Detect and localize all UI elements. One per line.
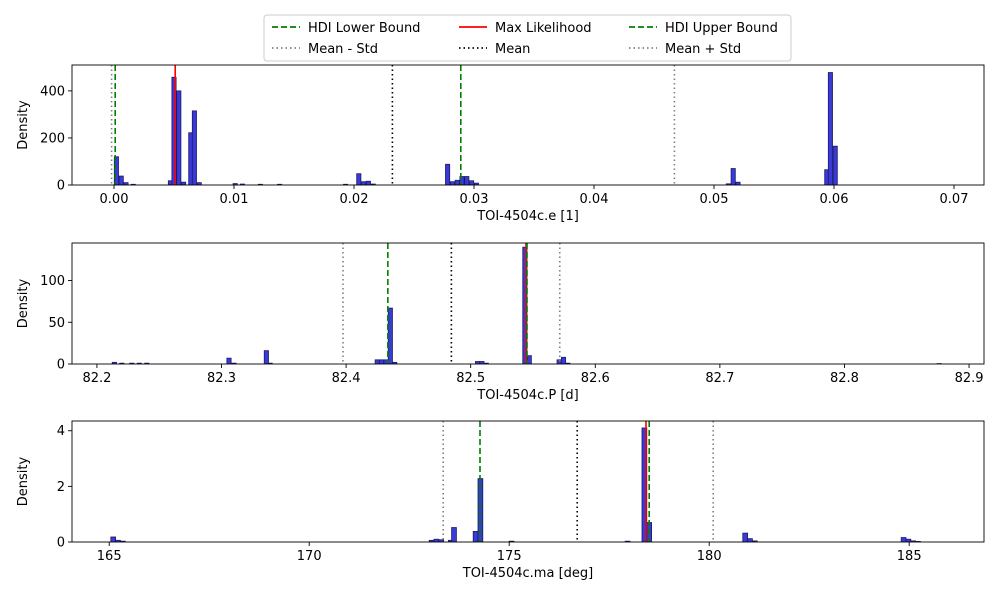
histogram-bar — [379, 359, 385, 364]
x-tick-label: 0.03 — [460, 192, 489, 207]
x-tick-label: 0.07 — [940, 192, 969, 207]
y-axis-label: Density — [16, 278, 31, 328]
x-tick-label: 82.7 — [705, 371, 734, 386]
histogram-bar — [226, 357, 232, 364]
legend-label-mean: Mean — [495, 42, 530, 57]
legend-label-mean-plus-std: Mean + Std — [665, 42, 741, 57]
x-axis-label: TOI-4504c.ma [deg] — [462, 566, 593, 581]
x-tick-label: 82.8 — [830, 371, 859, 386]
y-tick-label: 100 — [40, 274, 65, 289]
y-tick-label: 2 — [57, 480, 65, 495]
x-axis-label: TOI-4504c.P [d] — [476, 388, 578, 403]
legend-label-mean-minus-std: Mean - Std — [308, 42, 378, 57]
x-tick-label: 82.5 — [456, 371, 485, 386]
histogram-bar — [526, 355, 532, 364]
histogram-bar — [522, 246, 528, 364]
histogram-bar — [464, 176, 470, 185]
panel-period: 82.2 82.3 82.4 82.5 82.6 82.7 82.8 82.9 0 50 100 TO… — [16, 242, 985, 403]
histogram-bar — [387, 307, 393, 364]
legend: HDI Lower Bound Max Likelihood HDI Upper… — [263, 14, 792, 62]
histogram-bar — [110, 536, 117, 542]
histogram-bar — [752, 540, 758, 542]
x-axis-label: TOI-4504c.e [1] — [476, 209, 579, 224]
y-tick-label: 200 — [40, 131, 65, 146]
x-tick-label: 165 — [97, 549, 122, 564]
x-tick-label: 180 — [697, 549, 722, 564]
histogram-bar — [361, 181, 367, 185]
x-tick-label: 82.2 — [82, 371, 111, 386]
x-tick-label: 0.06 — [820, 192, 849, 207]
x-tick-label: 0.00 — [100, 192, 129, 207]
legend-label-hdi-lower: HDI Lower Bound — [308, 21, 420, 36]
histogram-bar — [356, 173, 362, 185]
histogram-bar — [445, 163, 451, 185]
legend-label-max-likelihood: Max Likelihood — [495, 21, 592, 36]
histogram-bar — [365, 180, 371, 185]
y-tick-label: 0 — [57, 536, 65, 551]
x-tick-label: 185 — [897, 549, 922, 564]
histogram-bar — [900, 537, 907, 542]
axes-frame — [71, 420, 985, 543]
histogram-bar — [469, 180, 475, 185]
x-tick-label: 175 — [497, 549, 522, 564]
histogram-bar — [827, 72, 833, 185]
y-tick-label: 0 — [57, 179, 65, 194]
x-tick-label: 0.02 — [340, 192, 369, 207]
histogram-bar — [438, 539, 444, 542]
x-tick-label: 82.4 — [332, 371, 361, 386]
histogram-bar — [171, 76, 177, 185]
axes-frame — [71, 242, 985, 365]
x-tick-label: 0.05 — [700, 192, 729, 207]
legend-label-hdi-upper: HDI Upper Bound — [665, 21, 778, 36]
histogram-bar — [118, 175, 124, 185]
x-tick-label: 82.3 — [207, 371, 236, 386]
y-tick-label: 0 — [57, 358, 65, 373]
x-tick-label: 0.01 — [220, 192, 249, 207]
histogram-bar — [725, 183, 731, 185]
histogram-bar — [832, 145, 838, 185]
y-tick-label: 50 — [48, 316, 65, 331]
histogram-bar — [479, 361, 485, 364]
x-tick-label: 82.6 — [581, 371, 610, 386]
legend-frame — [263, 14, 792, 62]
plot-area — [110, 65, 838, 185]
y-tick-label: 4 — [57, 424, 65, 439]
y-tick-label: 400 — [40, 84, 65, 99]
histogram-bar — [472, 531, 479, 542]
x-tick-label: 82.9 — [955, 371, 984, 386]
histogram-bar — [747, 538, 753, 542]
x-tick-label: 0.04 — [580, 192, 609, 207]
histogram-bar — [454, 179, 460, 185]
histogram-bar — [730, 168, 736, 185]
histogram-bar — [263, 350, 269, 364]
histogram-bar — [742, 532, 748, 542]
histogram-bar — [374, 359, 380, 364]
y-axis-label: Density — [16, 100, 31, 150]
histogram-bar — [451, 527, 457, 542]
histogram-bar — [191, 110, 197, 185]
y-axis-label: Density — [16, 456, 31, 506]
panel-mean-anomaly: 165 170 175 180 185 0 2 4 TOI-4504c.ma [deg] Dens… — [16, 420, 985, 581]
histogram-bar — [176, 90, 182, 185]
x-tick-label: 170 — [297, 549, 322, 564]
panel-eccentricity: 0.00 0.01 0.02 0.03 0.04 0.05 0.06 0.07 0 200 400 T… — [16, 64, 985, 224]
histogram-bar — [560, 356, 567, 364]
axes-frame — [71, 64, 985, 186]
histogram-bar — [449, 181, 455, 185]
